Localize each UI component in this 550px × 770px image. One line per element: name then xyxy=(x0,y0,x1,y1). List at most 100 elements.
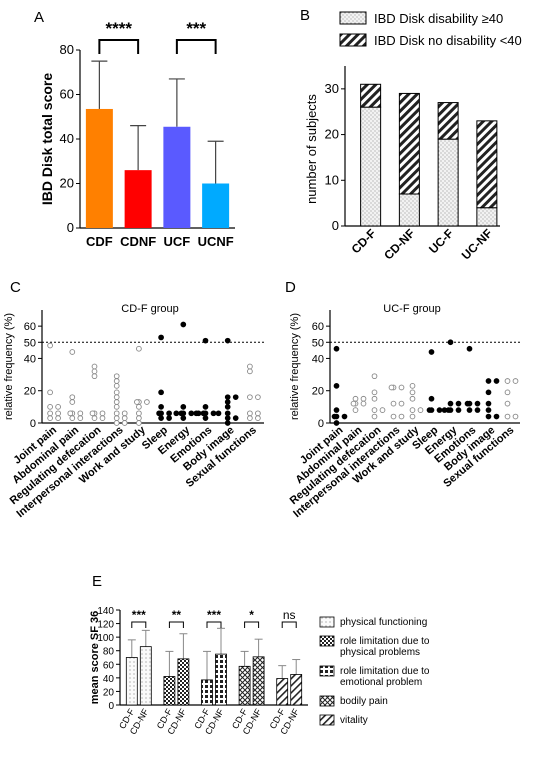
bar-physical-functioning-cd-f xyxy=(125,657,138,706)
significance-bracket xyxy=(206,621,222,628)
data-point-work-and-study xyxy=(136,404,142,410)
data-point-joint-pain xyxy=(341,413,348,420)
y-tick-label: 0 xyxy=(67,220,74,235)
data-point-joint-pain xyxy=(55,410,61,417)
data-point-energy xyxy=(180,415,187,422)
data-point-work-and-study xyxy=(134,399,140,405)
data-point-abdominal-pain xyxy=(77,410,84,417)
data-point-sleep xyxy=(428,349,435,355)
y-tick-label: 0 xyxy=(108,701,114,712)
chart-title: CD-F group xyxy=(121,303,178,315)
chart-title: UC-F group xyxy=(383,303,440,315)
data-point-sleep xyxy=(436,407,443,413)
bar-physical-functioning-cd-nf xyxy=(139,646,152,706)
data-point-interpersonal-interactions xyxy=(398,413,405,420)
data-point-energy xyxy=(445,407,452,413)
bar-segment-cd-f-dots xyxy=(360,106,382,227)
data-point-sexual-functions xyxy=(504,378,511,384)
data-point-body-image xyxy=(224,420,231,426)
legend-swatch-grid xyxy=(319,665,335,677)
bar-segment-uc-nf-dots xyxy=(476,207,498,227)
data-point-interpersonal-interactions xyxy=(113,373,120,380)
data-point-interpersonal-interactions xyxy=(113,420,120,426)
data-point-joint-pain xyxy=(47,410,53,417)
y-tick-label: 0 xyxy=(30,418,36,430)
bar-segment-uc-nf-stripes xyxy=(476,120,498,209)
data-point-regulating-defecation xyxy=(91,368,98,375)
data-point-work-and-study xyxy=(136,345,142,352)
legend-label: role limitation due to emotional problem xyxy=(340,666,430,688)
legend-label: IBD Disk disability ≥40 xyxy=(374,11,503,26)
data-point-abdominal-pain xyxy=(69,415,76,422)
data-point-energy xyxy=(180,404,187,410)
data-point-body-image xyxy=(485,413,492,420)
bar-cdf xyxy=(85,108,113,228)
data-point-regulating-defecation xyxy=(91,363,98,370)
bar-ucnf xyxy=(202,183,230,228)
data-point-energy xyxy=(178,410,185,417)
y-tick-label: 60 xyxy=(103,660,115,671)
data-point-sexual-functions xyxy=(512,413,519,420)
y-tick-label: 40 xyxy=(103,674,115,685)
legend-swatch-hatch-dots xyxy=(319,616,335,628)
data-point-work-and-study xyxy=(417,407,424,413)
data-point-regulating-defecation xyxy=(89,410,96,417)
significance-bracket xyxy=(175,39,217,54)
data-point-interpersonal-interactions xyxy=(113,399,120,405)
x-tick-label: CD-F xyxy=(349,226,379,256)
data-point-sleep xyxy=(426,407,433,413)
x-tick-label: UCNF xyxy=(198,234,234,249)
data-point-emotions xyxy=(474,400,481,407)
y-tick-label: 50 xyxy=(24,337,36,349)
data-point-joint-pain xyxy=(55,415,61,422)
data-point-sexual-functions xyxy=(255,415,261,422)
significance-bracket xyxy=(281,621,297,628)
data-point-interpersonal-interactions xyxy=(390,413,397,420)
significance-label: * xyxy=(249,608,254,622)
data-point-abdominal-pain xyxy=(352,395,359,402)
panel-a-total-score-chart: 0 20 40 60 80 IBD Disk total score CDF CDNF UCF U… xyxy=(39,19,235,249)
legend-swatch-checker xyxy=(319,635,335,647)
data-point-sleep xyxy=(158,404,164,410)
bar-ucf xyxy=(163,126,191,228)
data-point-body-image xyxy=(493,378,500,384)
data-point-work-and-study xyxy=(409,407,416,413)
y-axis-title: relative frequency (%) xyxy=(3,313,15,420)
data-point-abdominal-pain xyxy=(350,400,357,407)
y-tick-label: 20 xyxy=(325,127,339,142)
data-point-emotions xyxy=(215,410,222,417)
data-point-abdominal-pain xyxy=(352,407,359,413)
data-point-sexual-functions xyxy=(255,394,261,401)
y-tick-label: 60 xyxy=(60,87,74,102)
data-point-sleep xyxy=(156,410,162,417)
data-point-regulating-defecation xyxy=(99,410,106,417)
panel-b-disability-chart: 0 10 20 30 number of subjects CD-F CD-NF UC-F UC… xyxy=(304,11,522,263)
y-tick-label: 60 xyxy=(24,321,36,333)
data-point-sexual-functions xyxy=(247,363,253,370)
data-point-joint-pain xyxy=(333,420,340,426)
y-tick-label: 100 xyxy=(97,633,114,644)
bar-cdnf xyxy=(124,170,152,228)
significance-label: *** xyxy=(207,608,221,622)
significance-label: ** xyxy=(172,608,182,622)
data-point-regulating-defecation xyxy=(371,413,378,420)
data-point-joint-pain xyxy=(331,413,338,420)
data-point-abdominal-pain xyxy=(69,349,76,355)
data-point-body-image xyxy=(485,389,492,396)
data-point-emotions xyxy=(466,345,473,352)
data-point-body-image xyxy=(224,399,231,405)
data-point-sexual-functions xyxy=(247,410,253,417)
data-point-abdominal-pain xyxy=(69,394,76,401)
data-point-energy xyxy=(180,321,187,328)
panel-label-a: A xyxy=(34,9,44,26)
y-tick-label: 10 xyxy=(325,172,339,187)
data-point-interpersonal-interactions xyxy=(121,410,128,417)
data-point-body-image xyxy=(232,415,239,422)
data-point-regulating-defecation xyxy=(371,407,378,413)
legend-swatch-diagonal xyxy=(319,714,335,726)
legend-swatch-cross xyxy=(319,695,335,707)
data-point-interpersonal-interactions xyxy=(398,400,405,407)
data-point-body-image xyxy=(232,394,239,401)
data-point-interpersonal-interactions xyxy=(390,400,397,407)
data-point-sexual-functions xyxy=(504,389,511,396)
